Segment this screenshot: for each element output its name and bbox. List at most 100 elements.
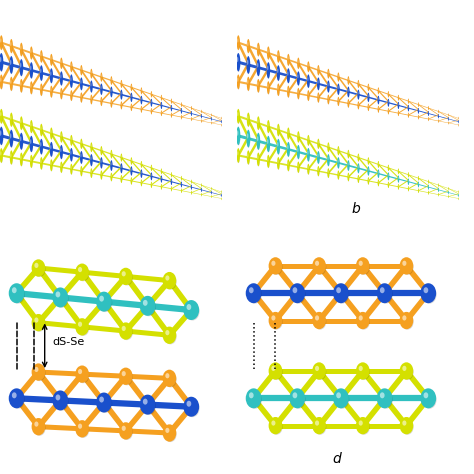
Circle shape bbox=[297, 88, 300, 99]
Circle shape bbox=[378, 180, 379, 186]
Circle shape bbox=[100, 73, 102, 82]
Circle shape bbox=[267, 157, 268, 161]
Circle shape bbox=[171, 187, 172, 191]
Circle shape bbox=[337, 85, 340, 95]
Circle shape bbox=[30, 84, 31, 88]
Circle shape bbox=[191, 191, 192, 195]
Circle shape bbox=[0, 37, 3, 50]
Circle shape bbox=[458, 120, 459, 123]
Circle shape bbox=[163, 272, 176, 289]
Circle shape bbox=[347, 76, 349, 85]
Circle shape bbox=[377, 283, 392, 303]
Circle shape bbox=[378, 107, 379, 113]
Circle shape bbox=[81, 140, 82, 149]
Circle shape bbox=[335, 286, 349, 304]
Circle shape bbox=[171, 99, 172, 104]
Circle shape bbox=[266, 136, 270, 152]
Circle shape bbox=[122, 326, 126, 331]
Circle shape bbox=[201, 183, 202, 187]
Circle shape bbox=[337, 157, 339, 169]
Circle shape bbox=[418, 103, 419, 107]
Circle shape bbox=[80, 153, 83, 164]
Circle shape bbox=[307, 164, 310, 174]
Circle shape bbox=[0, 38, 1, 43]
Circle shape bbox=[131, 103, 132, 111]
Circle shape bbox=[307, 76, 310, 88]
Circle shape bbox=[187, 401, 191, 407]
Circle shape bbox=[30, 49, 31, 53]
Circle shape bbox=[328, 155, 330, 166]
Circle shape bbox=[30, 65, 31, 70]
Circle shape bbox=[121, 81, 122, 88]
Circle shape bbox=[401, 419, 414, 435]
Circle shape bbox=[307, 74, 310, 88]
Circle shape bbox=[378, 97, 379, 105]
Circle shape bbox=[50, 54, 53, 66]
Circle shape bbox=[55, 393, 69, 411]
Circle shape bbox=[161, 184, 162, 190]
Circle shape bbox=[60, 162, 63, 173]
Circle shape bbox=[418, 176, 419, 181]
Circle shape bbox=[53, 287, 68, 308]
Circle shape bbox=[448, 117, 449, 121]
Circle shape bbox=[151, 99, 152, 107]
Circle shape bbox=[377, 169, 379, 178]
Circle shape bbox=[378, 87, 379, 94]
Circle shape bbox=[267, 46, 270, 59]
Circle shape bbox=[257, 135, 260, 150]
Circle shape bbox=[292, 287, 297, 293]
Circle shape bbox=[247, 152, 250, 165]
Circle shape bbox=[378, 179, 379, 186]
Circle shape bbox=[75, 365, 89, 383]
Circle shape bbox=[20, 155, 21, 159]
Circle shape bbox=[249, 392, 254, 398]
Circle shape bbox=[408, 187, 409, 191]
Circle shape bbox=[10, 60, 11, 65]
Circle shape bbox=[40, 124, 43, 136]
Circle shape bbox=[277, 141, 280, 155]
Circle shape bbox=[298, 133, 300, 143]
Circle shape bbox=[317, 166, 319, 176]
Circle shape bbox=[257, 118, 260, 130]
Circle shape bbox=[379, 286, 393, 304]
Circle shape bbox=[110, 160, 112, 171]
Circle shape bbox=[201, 109, 202, 113]
Circle shape bbox=[287, 54, 290, 66]
Circle shape bbox=[318, 94, 319, 98]
Circle shape bbox=[328, 169, 329, 178]
Circle shape bbox=[458, 124, 459, 127]
Circle shape bbox=[271, 315, 275, 320]
Circle shape bbox=[357, 101, 359, 109]
Circle shape bbox=[120, 164, 122, 173]
Circle shape bbox=[418, 189, 419, 193]
Circle shape bbox=[398, 102, 399, 109]
Circle shape bbox=[297, 147, 300, 160]
Circle shape bbox=[90, 154, 93, 166]
Circle shape bbox=[20, 82, 21, 86]
Circle shape bbox=[287, 159, 290, 171]
Circle shape bbox=[60, 57, 63, 69]
Circle shape bbox=[211, 117, 212, 121]
Circle shape bbox=[120, 175, 122, 183]
Circle shape bbox=[357, 90, 359, 100]
Circle shape bbox=[119, 322, 133, 340]
Circle shape bbox=[267, 138, 270, 153]
Circle shape bbox=[110, 87, 112, 97]
Circle shape bbox=[185, 302, 200, 320]
Circle shape bbox=[269, 362, 283, 380]
Circle shape bbox=[287, 128, 290, 139]
Circle shape bbox=[10, 112, 13, 127]
Circle shape bbox=[98, 395, 112, 413]
Circle shape bbox=[267, 64, 270, 79]
Circle shape bbox=[91, 95, 92, 104]
Circle shape bbox=[424, 392, 428, 398]
Circle shape bbox=[328, 96, 329, 105]
Circle shape bbox=[161, 95, 162, 101]
Circle shape bbox=[119, 268, 133, 285]
Circle shape bbox=[181, 109, 182, 114]
Circle shape bbox=[120, 154, 122, 162]
Circle shape bbox=[71, 77, 72, 81]
Circle shape bbox=[10, 150, 13, 164]
Circle shape bbox=[151, 173, 152, 180]
Circle shape bbox=[270, 259, 283, 275]
